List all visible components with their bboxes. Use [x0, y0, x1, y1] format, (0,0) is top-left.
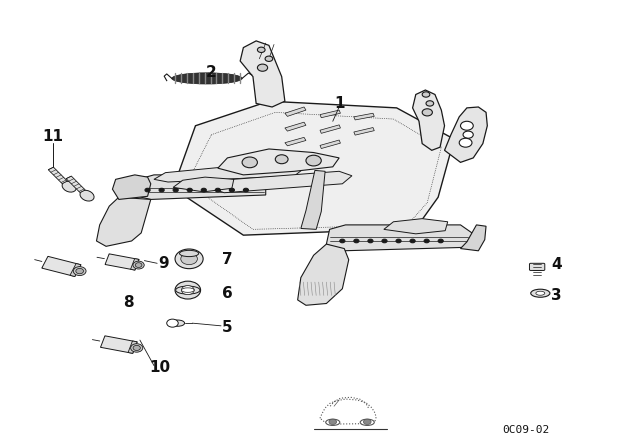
Polygon shape	[445, 107, 487, 162]
Circle shape	[257, 64, 268, 71]
Circle shape	[159, 188, 164, 192]
Polygon shape	[173, 177, 234, 192]
Polygon shape	[320, 110, 340, 118]
Text: 5: 5	[222, 320, 233, 335]
Ellipse shape	[171, 320, 184, 326]
Polygon shape	[218, 149, 339, 175]
Circle shape	[133, 261, 144, 269]
Polygon shape	[131, 258, 139, 270]
Circle shape	[167, 319, 178, 327]
Circle shape	[460, 138, 472, 147]
Ellipse shape	[172, 73, 242, 84]
Circle shape	[131, 344, 143, 352]
Polygon shape	[48, 167, 67, 184]
Polygon shape	[285, 138, 306, 146]
Circle shape	[145, 188, 150, 192]
Polygon shape	[173, 101, 454, 235]
Polygon shape	[100, 336, 137, 353]
Circle shape	[329, 419, 337, 425]
Ellipse shape	[360, 419, 374, 426]
Circle shape	[243, 188, 248, 192]
Circle shape	[180, 253, 197, 265]
Polygon shape	[320, 125, 340, 134]
Text: 1: 1	[334, 96, 344, 111]
Text: 3: 3	[551, 288, 561, 303]
Polygon shape	[66, 176, 85, 193]
Text: 0C09-02: 0C09-02	[502, 425, 549, 435]
Circle shape	[354, 239, 359, 243]
Polygon shape	[354, 128, 374, 135]
Text: 2: 2	[206, 65, 217, 80]
Ellipse shape	[536, 291, 545, 295]
Text: 4: 4	[551, 257, 561, 271]
Text: 8: 8	[123, 295, 134, 310]
Circle shape	[242, 157, 257, 168]
Polygon shape	[298, 244, 349, 305]
Ellipse shape	[531, 289, 550, 297]
Circle shape	[135, 263, 142, 267]
Ellipse shape	[175, 286, 200, 294]
Circle shape	[426, 101, 434, 106]
Circle shape	[229, 188, 234, 192]
Circle shape	[461, 121, 473, 130]
Circle shape	[306, 155, 321, 166]
Circle shape	[438, 239, 444, 243]
Circle shape	[275, 155, 288, 164]
Circle shape	[187, 188, 192, 192]
Text: 6: 6	[222, 286, 233, 301]
Polygon shape	[132, 175, 266, 199]
FancyBboxPatch shape	[529, 263, 545, 271]
Polygon shape	[154, 161, 307, 182]
Circle shape	[181, 286, 194, 295]
Polygon shape	[105, 254, 139, 270]
Circle shape	[410, 239, 415, 243]
Circle shape	[396, 239, 401, 243]
Polygon shape	[354, 113, 374, 120]
Text: 9: 9	[158, 256, 169, 271]
Polygon shape	[211, 171, 352, 193]
Circle shape	[265, 56, 273, 61]
Polygon shape	[42, 256, 81, 276]
Polygon shape	[413, 90, 445, 151]
Polygon shape	[113, 175, 151, 199]
Circle shape	[175, 281, 200, 299]
Circle shape	[368, 239, 373, 243]
Circle shape	[422, 92, 430, 97]
Ellipse shape	[181, 288, 194, 293]
Circle shape	[175, 249, 203, 269]
Circle shape	[422, 109, 433, 116]
Polygon shape	[62, 181, 76, 192]
Polygon shape	[97, 197, 151, 246]
Circle shape	[382, 239, 387, 243]
Ellipse shape	[326, 419, 340, 426]
Circle shape	[73, 267, 86, 276]
Circle shape	[257, 47, 265, 52]
Polygon shape	[320, 140, 340, 149]
Polygon shape	[285, 122, 306, 131]
Circle shape	[424, 239, 429, 243]
Circle shape	[463, 131, 473, 138]
Polygon shape	[461, 225, 486, 251]
Circle shape	[215, 188, 220, 192]
Circle shape	[364, 419, 371, 425]
Polygon shape	[80, 190, 94, 201]
Text: 11: 11	[43, 129, 63, 144]
Polygon shape	[326, 225, 472, 251]
Circle shape	[340, 239, 345, 243]
Polygon shape	[384, 219, 448, 234]
Circle shape	[76, 268, 83, 274]
Circle shape	[133, 345, 140, 350]
Text: 10: 10	[150, 360, 171, 375]
Ellipse shape	[179, 250, 198, 257]
Text: 7: 7	[222, 252, 233, 267]
Polygon shape	[70, 263, 81, 276]
Polygon shape	[240, 41, 285, 107]
Polygon shape	[285, 107, 306, 116]
Circle shape	[173, 188, 178, 192]
Circle shape	[201, 188, 206, 192]
Polygon shape	[128, 341, 137, 353]
Polygon shape	[301, 170, 325, 229]
